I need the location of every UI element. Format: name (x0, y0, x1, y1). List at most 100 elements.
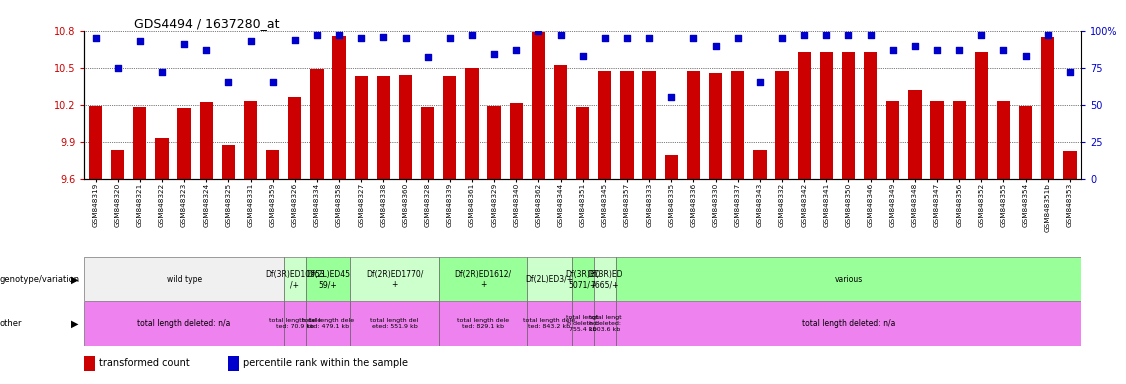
Bar (753, 150, 767, 179)
Bar (306, 301, 350, 346)
Point (1061, 69, 1079, 75)
Bar (930, 101, 944, 179)
Bar (886, 101, 900, 179)
Bar (709, 73, 722, 179)
Bar (909, 90, 921, 179)
Point (242, 38, 260, 44)
Point (374, 33, 393, 40)
Bar (444, 76, 456, 179)
Text: total length deleted: n/a: total length deleted: n/a (137, 319, 231, 328)
Bar (842, 52, 855, 179)
Point (220, 79, 238, 86)
Text: Df(3R)ED10953
/+: Df(3R)ED10953 /+ (265, 270, 324, 289)
Bar (664, 155, 678, 179)
Bar (620, 71, 634, 179)
Point (795, 32, 813, 38)
Text: ▶: ▶ (71, 318, 79, 329)
Bar (531, 32, 545, 179)
Bar (1019, 106, 1033, 179)
Bar (820, 52, 833, 179)
Bar (266, 150, 279, 179)
Point (596, 35, 614, 41)
Text: Df(2L)ED45
59/+: Df(2L)ED45 59/+ (306, 270, 350, 289)
Bar (527, 257, 572, 301)
Point (441, 35, 459, 41)
Bar (377, 76, 390, 179)
Bar (355, 76, 368, 179)
Point (640, 35, 658, 41)
Bar (311, 69, 323, 179)
Bar (997, 101, 1010, 179)
Text: total length dele
ted: 843.2 kb: total length dele ted: 843.2 kb (524, 318, 575, 329)
Point (751, 79, 769, 86)
Point (707, 43, 725, 49)
Bar (284, 257, 306, 301)
Bar (864, 52, 877, 179)
Text: transformed count: transformed count (99, 358, 190, 368)
Bar (244, 101, 257, 179)
Point (884, 47, 902, 53)
Bar (616, 257, 1081, 301)
Point (153, 69, 171, 75)
Bar (465, 68, 479, 179)
Bar (133, 107, 146, 179)
Bar (227, 356, 239, 371)
Point (131, 38, 149, 44)
Point (197, 47, 215, 53)
Text: Df(2L)ED3/+: Df(2L)ED3/+ (526, 275, 573, 284)
Bar (332, 36, 346, 179)
Bar (89, 106, 102, 179)
Bar (84, 356, 96, 371)
Point (109, 65, 127, 71)
Bar (616, 301, 1081, 346)
Point (396, 35, 414, 41)
Text: total length del
eted: 551.9 kb: total length del eted: 551.9 kb (370, 318, 419, 329)
Bar (288, 97, 302, 179)
Text: total length deleted: n/a: total length deleted: n/a (802, 319, 895, 328)
Bar (797, 52, 811, 179)
Bar (284, 301, 306, 346)
Text: wild type: wild type (167, 275, 202, 284)
Point (529, 28, 547, 34)
Text: ▶: ▶ (71, 274, 79, 285)
Point (685, 35, 703, 41)
Text: other: other (0, 319, 23, 328)
Point (994, 47, 1012, 53)
Text: Df(2R)ED1770/
+: Df(2R)ED1770/ + (366, 270, 423, 289)
Bar (178, 108, 190, 179)
Point (463, 32, 481, 38)
Text: various: various (834, 275, 863, 284)
Point (176, 41, 194, 47)
Bar (306, 257, 350, 301)
Bar (527, 301, 572, 346)
Bar (577, 107, 589, 179)
Bar (1063, 151, 1076, 179)
Point (905, 43, 923, 49)
Bar (731, 71, 744, 179)
Bar (488, 106, 501, 179)
Bar (598, 71, 611, 179)
Bar (1042, 37, 1054, 179)
Point (352, 35, 370, 41)
Bar (399, 75, 412, 179)
Point (950, 47, 968, 53)
Text: total length dele
ted: 829.1 kb: total length dele ted: 829.1 kb (457, 318, 509, 329)
Text: Df(2R)ED1612/
+: Df(2R)ED1612/ + (455, 270, 511, 289)
Point (973, 32, 991, 38)
Point (618, 35, 636, 41)
Point (309, 32, 327, 38)
Bar (84, 301, 284, 346)
Point (662, 94, 680, 100)
Bar (439, 257, 527, 301)
Bar (643, 71, 655, 179)
Text: genotype/variation: genotype/variation (0, 275, 80, 284)
Bar (350, 301, 439, 346)
Bar (776, 71, 788, 179)
Text: GDS4494 / 1637280_at: GDS4494 / 1637280_at (134, 17, 279, 30)
Point (552, 32, 570, 38)
Bar (510, 103, 522, 179)
Text: Df(3R)ED
5071/+: Df(3R)ED 5071/+ (565, 270, 600, 289)
Point (419, 54, 437, 60)
Bar (572, 257, 593, 301)
Text: total length dele
ted: 479.1 kb: total length dele ted: 479.1 kb (302, 318, 354, 329)
